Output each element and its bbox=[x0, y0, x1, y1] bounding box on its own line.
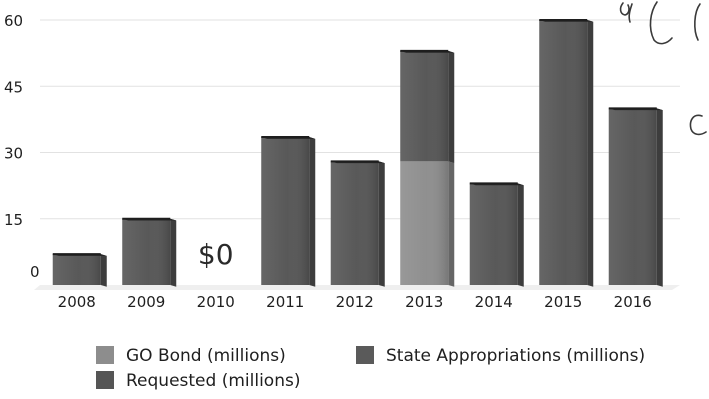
legend-label: State Appropriations (millions) bbox=[386, 346, 645, 366]
x-tick-label: 2013 bbox=[405, 293, 443, 311]
bar-2015-series-2 bbox=[539, 20, 594, 287]
legend-item: GO Bond (millions) bbox=[96, 346, 286, 366]
bar-2011-series-2 bbox=[261, 137, 316, 287]
bars bbox=[52, 19, 663, 287]
x-tick-label: 2016 bbox=[614, 293, 652, 311]
bar-shine bbox=[469, 183, 518, 285]
x-tick-label: 2012 bbox=[336, 293, 374, 311]
bar-2008-series-2 bbox=[52, 254, 107, 287]
bar-shine bbox=[52, 254, 101, 285]
annotations: $0 bbox=[198, 238, 234, 271]
legend-swatch bbox=[356, 346, 374, 364]
bar-2014-series-2 bbox=[469, 183, 524, 287]
grid-lines bbox=[34, 19, 680, 290]
x-tick-label: 2015 bbox=[544, 293, 582, 311]
x-axis-ticks: 2008 2009 2010 2011 2012 2013 2014 2015 2016 bbox=[58, 293, 652, 311]
bar-2013-series-2 bbox=[400, 50, 455, 164]
bar-side bbox=[170, 218, 177, 287]
y-tick-label: 60 bbox=[4, 12, 23, 30]
legend-item: Requested (millions) bbox=[96, 371, 300, 391]
legend-item: State Appropriations (millions) bbox=[356, 346, 645, 366]
legend-label: GO Bond (millions) bbox=[126, 346, 286, 366]
scribble-mark bbox=[649, 1, 673, 45]
x-tick-label: 2008 bbox=[58, 293, 96, 311]
bar-shine bbox=[400, 161, 449, 285]
bar-shine bbox=[400, 50, 449, 162]
bar-shine bbox=[122, 218, 171, 285]
bar-2009-series-2 bbox=[122, 218, 177, 287]
bar-side bbox=[378, 161, 385, 287]
y-tick-label: 45 bbox=[4, 78, 23, 96]
scribble-mark bbox=[689, 114, 707, 136]
legend-swatch bbox=[96, 346, 114, 364]
bar-shine bbox=[261, 137, 310, 285]
bar-shine bbox=[539, 20, 588, 285]
chart-floor bbox=[34, 285, 680, 290]
y-tick-label: 0 bbox=[30, 263, 40, 281]
bar-side bbox=[587, 20, 594, 287]
bar-side bbox=[448, 50, 455, 164]
y-tick-label: 30 bbox=[4, 145, 23, 163]
x-tick-label: 2010 bbox=[197, 293, 235, 311]
bar-shine bbox=[608, 108, 657, 285]
legend: GO Bond (millions) State Appropriations (… bbox=[96, 346, 645, 391]
annotation-label: $0 bbox=[198, 238, 234, 271]
bar-shine bbox=[330, 161, 379, 285]
x-tick-label: 2009 bbox=[127, 293, 165, 311]
x-tick-label: 2011 bbox=[266, 293, 304, 311]
legend-label: Requested (millions) bbox=[126, 371, 300, 391]
bar-side bbox=[309, 137, 316, 287]
scribble-mark bbox=[619, 2, 633, 23]
bar-side bbox=[517, 183, 524, 287]
bar-side bbox=[448, 161, 455, 287]
y-axis-ticks: 0 15 30 45 60 bbox=[4, 12, 40, 281]
x-tick-label: 2014 bbox=[475, 293, 513, 311]
bar-2013-series-0 bbox=[400, 161, 455, 287]
y-tick-label: 15 bbox=[4, 211, 23, 229]
bar-side bbox=[100, 254, 107, 287]
legend-swatch bbox=[96, 371, 114, 389]
handwritten-scribbles bbox=[619, 1, 707, 136]
bar-side bbox=[656, 108, 663, 287]
bar-2016-series-2 bbox=[608, 108, 663, 287]
scribble-mark bbox=[694, 3, 701, 41]
bar-2012-series-2 bbox=[330, 161, 385, 287]
